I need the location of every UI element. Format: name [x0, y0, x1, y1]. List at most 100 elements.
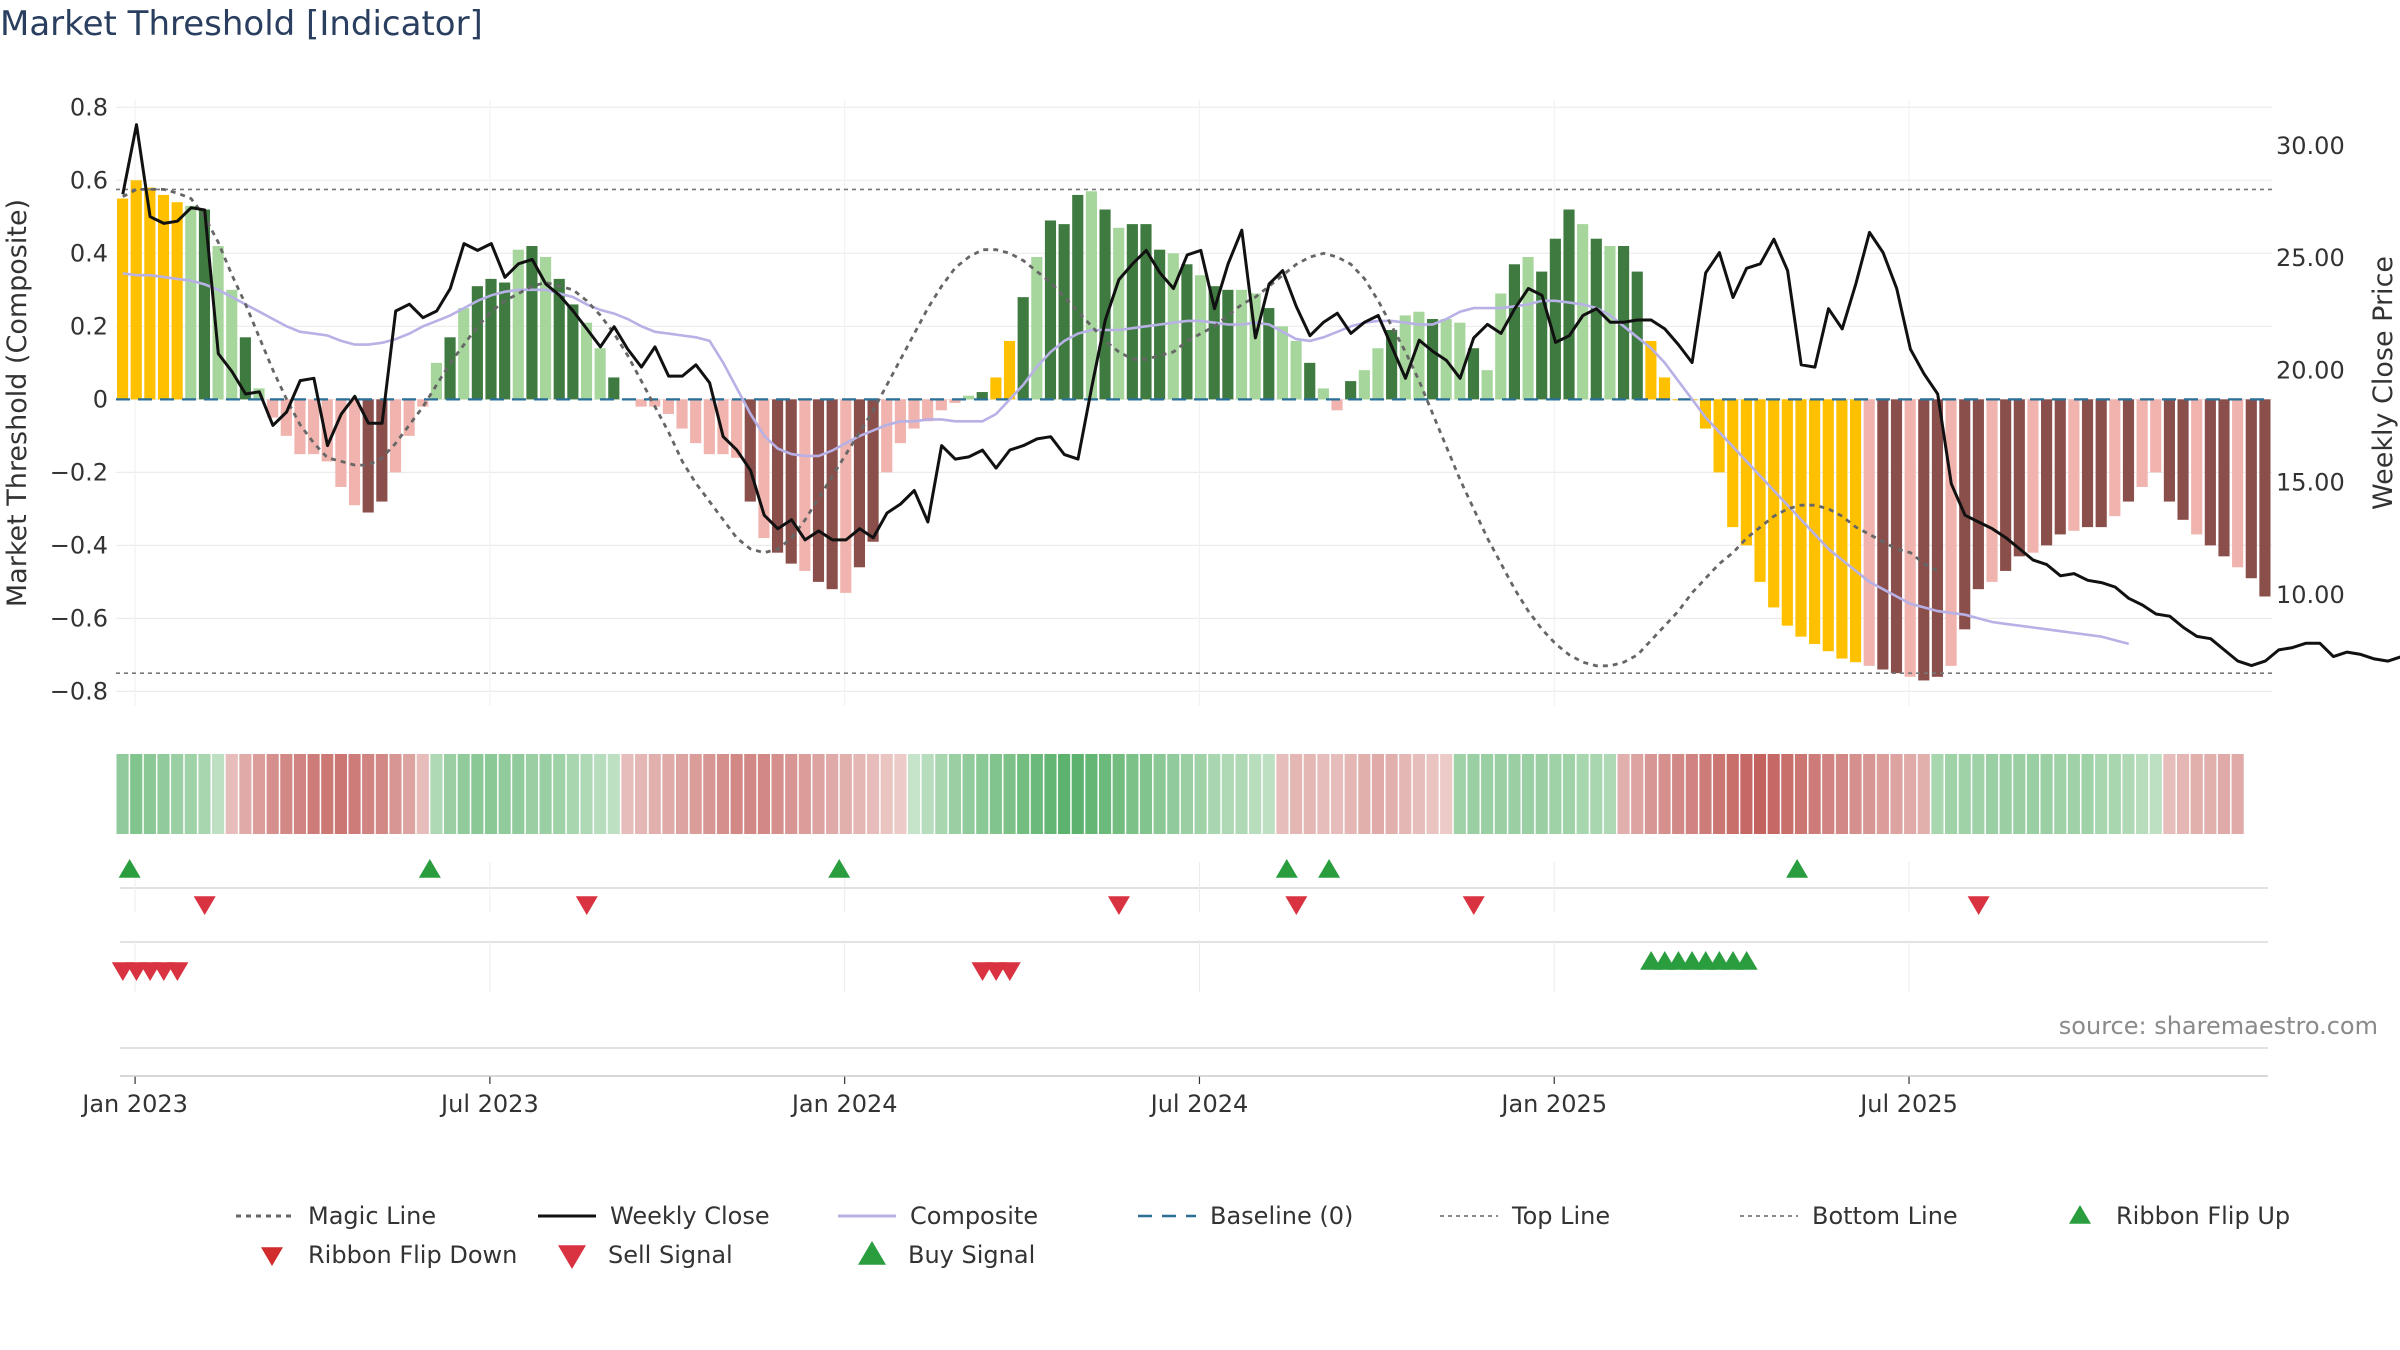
y2-tick-label: 10.00	[2276, 581, 2345, 609]
ribbon-cell	[1590, 754, 1603, 834]
composite-bar	[198, 209, 211, 400]
ribbon-cell	[498, 754, 511, 834]
composite-line	[122, 272, 2130, 646]
ribbon-cell	[1794, 754, 1808, 834]
ribbon-strip	[116, 754, 2244, 834]
sell-signal-marker	[1462, 896, 1485, 915]
composite-bar	[2245, 399, 2257, 579]
ribbon-cell	[1904, 754, 1917, 834]
ribbon-cell	[1303, 754, 1316, 834]
y2-tick-label: 30.00	[2276, 132, 2345, 160]
composite-bar	[1918, 399, 1930, 681]
ribbon-cell	[1685, 754, 1698, 834]
legend-item: Composite	[838, 1202, 1038, 1230]
legend-label: Sell Signal	[608, 1241, 733, 1269]
ribbon-cell	[989, 754, 1002, 834]
composite-bar	[703, 399, 715, 455]
ribbon-cell	[867, 754, 880, 834]
ribbon-cell	[1440, 754, 1453, 834]
composite-bar	[526, 246, 538, 400]
composite-bar	[1126, 224, 1138, 400]
ribbon-cell	[2231, 754, 2244, 834]
ribbon-cell	[730, 754, 743, 834]
composite-bar	[1890, 399, 1903, 674]
ribbon-cell	[1713, 754, 1726, 834]
ribbon-cell	[1139, 754, 1153, 834]
composite-bar	[1399, 315, 1411, 400]
composite-bar	[949, 399, 961, 403]
composite-bar	[1863, 399, 1875, 666]
ribbon-cell	[2040, 754, 2053, 834]
ribbon-cell	[1617, 754, 1630, 834]
ribbon-cell	[2149, 754, 2162, 834]
ribbon-cell	[2095, 754, 2108, 834]
ribbon-cell	[1576, 754, 1589, 834]
ribbon-cell	[1330, 754, 1344, 834]
ribbon-cell	[1508, 754, 1521, 834]
ribbon-flip-up-marker	[1735, 951, 1758, 970]
composite-bar	[976, 392, 988, 400]
composite-bar	[785, 399, 797, 564]
composite-bar	[1358, 370, 1370, 400]
composite-bar	[1727, 399, 1739, 528]
ribbon-cell	[1603, 754, 1617, 834]
ribbon-cell	[1562, 754, 1576, 834]
composite-bar	[2218, 399, 2230, 557]
composite-bar	[2068, 399, 2080, 531]
composite-bar	[826, 399, 838, 590]
composite-bar	[212, 246, 224, 400]
legend-label: Ribbon Flip Down	[308, 1241, 517, 1269]
ribbon-cell	[457, 754, 470, 834]
ribbon-cell	[2176, 754, 2190, 834]
composite-bar	[853, 399, 866, 568]
composite-bar	[1699, 399, 1712, 429]
legend-item: Magic Line	[236, 1202, 436, 1230]
composite-bar	[321, 399, 333, 462]
composite-bar	[512, 249, 524, 400]
ribbon-flip-down-marker	[166, 962, 189, 981]
composite-bar	[1181, 264, 1193, 400]
composite-bar	[1481, 370, 1493, 400]
composite-bar	[1495, 293, 1507, 400]
ribbon-cell	[443, 754, 457, 834]
legend-swatch	[858, 1241, 886, 1265]
composite-bar	[226, 289, 238, 400]
composite-bar	[1113, 227, 1125, 400]
ribbon-cell	[1740, 754, 1753, 834]
composite-bar	[1263, 308, 1275, 400]
y-tick-label: 0.8	[70, 93, 108, 121]
legend-item: Baseline (0)	[1138, 1202, 1353, 1230]
composite-bar	[1249, 293, 1261, 400]
magic-line	[122, 188, 1939, 668]
x-tick-label: Jul 2023	[439, 1090, 539, 1118]
ribbon-flip-down-marker	[998, 962, 1021, 981]
y-tick-label: −0.6	[50, 604, 108, 632]
ribbon-cell	[1945, 754, 1958, 834]
ribbon-cell	[1153, 754, 1166, 834]
chart-title: Market Threshold [Indicator]	[0, 4, 483, 44]
ribbon-cell	[2054, 754, 2067, 834]
composite-bar	[2109, 399, 2121, 517]
composite-bar	[2041, 399, 2053, 546]
ribbon-cell	[266, 754, 279, 834]
composite-bar	[2177, 399, 2189, 520]
ribbon-cell	[798, 754, 811, 834]
ribbon-cell	[1044, 754, 1057, 834]
ribbon-cell	[1208, 754, 1221, 834]
ribbon-cell	[635, 754, 648, 834]
y-tick-label: 0	[93, 385, 108, 413]
ribbon-cell	[1753, 754, 1767, 834]
composite-bar	[1931, 399, 1944, 677]
ribbon-cell	[1999, 754, 2012, 834]
ribbon-cell	[348, 754, 361, 834]
buy-signal-marker	[1275, 859, 1298, 878]
ribbon-cell	[416, 754, 429, 834]
ribbon-cell	[607, 754, 620, 834]
composite-bar	[1563, 209, 1575, 400]
composite-bar	[1454, 322, 1466, 400]
buy-signal-marker	[1318, 859, 1341, 878]
ribbon-cell	[757, 754, 770, 834]
ribbon-cell	[553, 754, 566, 834]
legend-label: Top Line	[1511, 1202, 1610, 1230]
